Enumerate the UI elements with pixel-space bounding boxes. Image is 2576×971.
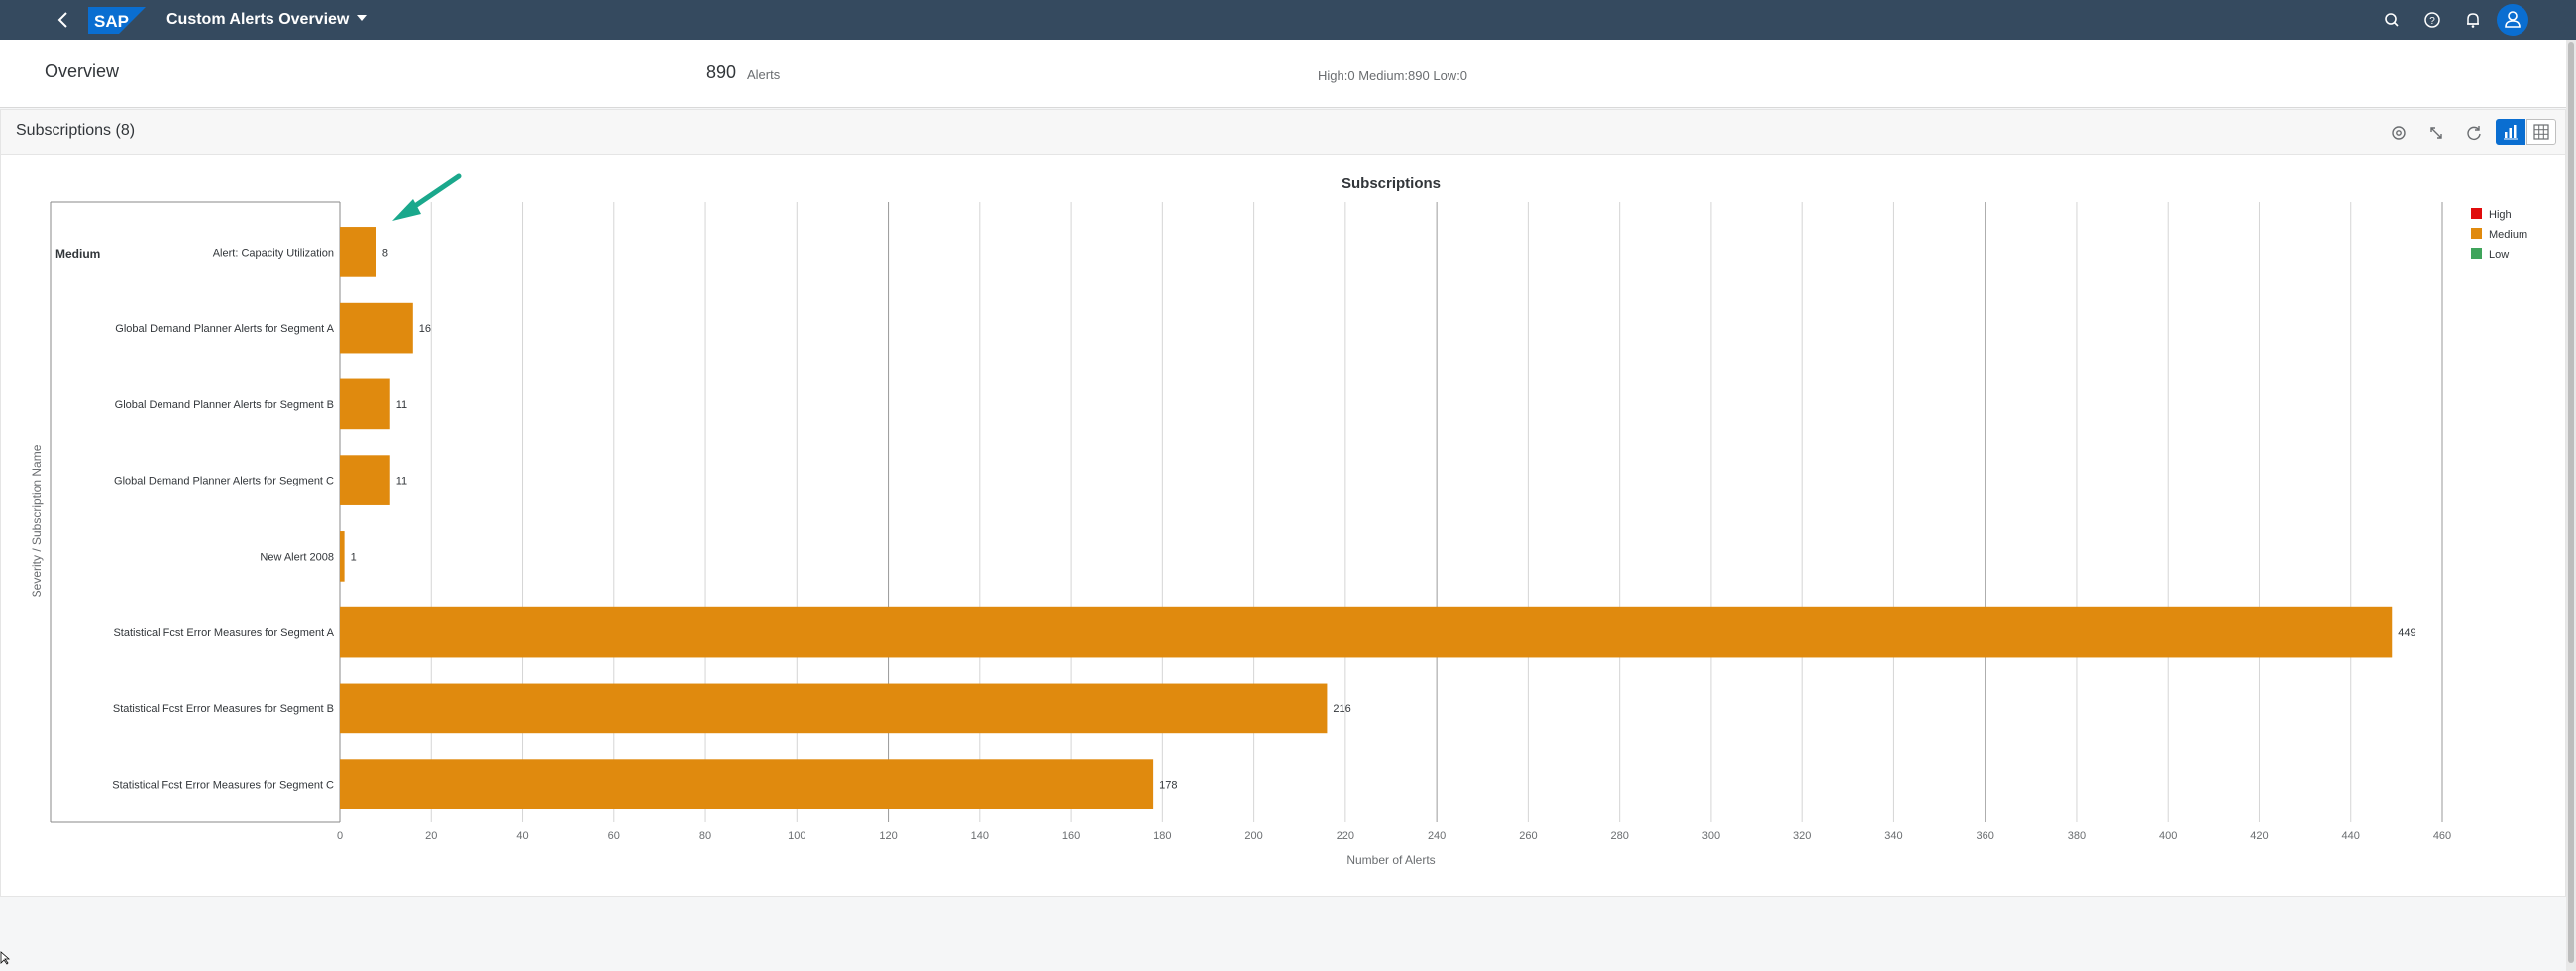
svg-text:SAP: SAP: [94, 12, 129, 31]
x-tick-label: 100: [788, 830, 805, 842]
x-tick-label: 280: [1610, 830, 1628, 842]
bar-value-label: 8: [382, 247, 388, 259]
x-tick-label: 120: [879, 830, 897, 842]
table-view-icon: [2533, 124, 2549, 140]
category-label: Statistical Fcst Error Measures for Segm…: [113, 703, 334, 715]
legend-swatch: [2471, 248, 2482, 259]
chart-title: Subscriptions: [1342, 175, 1441, 192]
page-scrollbar[interactable]: [2566, 40, 2576, 971]
x-tick-label: 440: [2342, 830, 2360, 842]
svg-text:?: ?: [2429, 16, 2435, 27]
bar[interactable]: [340, 606, 2393, 658]
notifications-icon[interactable]: [2461, 8, 2485, 32]
overview-header: Overview 890 Alerts High:0 Medium:890 Lo…: [0, 40, 2566, 108]
legend-label[interactable]: Medium: [2489, 229, 2527, 241]
fullscreen-icon[interactable]: [2423, 120, 2449, 146]
x-tick-label: 0: [337, 830, 343, 842]
card-header: Subscriptions (8): [1, 110, 2565, 155]
caret-down-icon: [357, 15, 368, 21]
alert-count-label: Alerts: [747, 67, 781, 82]
category-label: New Alert 2008: [260, 551, 334, 563]
search-icon[interactable]: [2380, 8, 2404, 32]
bar[interactable]: [340, 378, 390, 430]
bar[interactable]: [340, 227, 376, 277]
legend-label[interactable]: Low: [2489, 249, 2509, 261]
subscriptions-chart: 0 20 40 60 80 100 120 140 160 180 200 220 240 260 280 3…: [30, 173, 2527, 867]
x-tick-label: 240: [1428, 830, 1446, 842]
x-tick-label: 180: [1153, 830, 1171, 842]
y-axis-title: Severity / Subscription Name: [30, 444, 44, 597]
bar-value-label: 449: [2398, 627, 2415, 639]
x-tick-label: 220: [1337, 830, 1354, 842]
scrollbar-thumb[interactable]: [2568, 42, 2574, 963]
bar[interactable]: [340, 531, 345, 582]
bar-value-label: 11: [396, 476, 407, 487]
subscriptions-card: Subscriptions (8) 0 20 40 60 80 100 120 140 160 1…: [0, 109, 2566, 897]
x-tick-label: 380: [2068, 830, 2086, 842]
category-label: Global Demand Planner Alerts for Segment…: [115, 399, 334, 411]
x-tick-label: 20: [425, 830, 437, 842]
help-icon[interactable]: ?: [2420, 8, 2444, 32]
bar-value-label: 216: [1333, 703, 1350, 715]
user-icon: [2505, 11, 2521, 28]
bar-value-label: 16: [419, 323, 431, 335]
app-title-menu[interactable]: Custom Alerts Overview: [166, 9, 368, 31]
x-tick-label: 420: [2250, 830, 2268, 842]
category-label: Global Demand Planner Alerts for Segment…: [114, 476, 334, 487]
back-icon[interactable]: [52, 8, 75, 32]
overview-title: Overview: [45, 61, 120, 81]
category-label: Statistical Fcst Error Measures for Segm…: [112, 780, 334, 792]
chart-view-icon: [2504, 125, 2518, 140]
x-tick-label: 40: [516, 830, 528, 842]
bar[interactable]: [340, 302, 413, 354]
card-title: Subscriptions (8): [16, 122, 136, 139]
x-axis-title: Number of Alerts: [1346, 853, 1435, 867]
shell-bar: SAP Custom Alerts Overview ?: [0, 0, 2576, 40]
x-tick-label: 300: [1702, 830, 1720, 842]
bar-value-label: 1: [351, 551, 357, 563]
category-label: Global Demand Planner Alerts for Segment…: [115, 323, 334, 335]
bar[interactable]: [340, 455, 390, 505]
x-tick-label: 340: [1884, 830, 1902, 842]
x-tick-label: 60: [608, 830, 620, 842]
app-title: Custom Alerts Overview: [166, 11, 350, 28]
severity-group-label: Medium: [55, 247, 100, 261]
bar[interactable]: [340, 683, 1328, 734]
sap-logo: SAP: [88, 7, 146, 34]
x-tick-label: 320: [1793, 830, 1811, 842]
annotation-arrow: [406, 173, 462, 213]
x-tick-label: 460: [2433, 830, 2451, 842]
bar-value-label: 178: [1159, 780, 1177, 792]
x-tick-label: 160: [1062, 830, 1080, 842]
x-tick-label: 260: [1519, 830, 1537, 842]
user-avatar[interactable]: [2497, 4, 2528, 36]
bar[interactable]: [340, 759, 1154, 809]
category-label: Alert: Capacity Utilization: [213, 247, 334, 259]
x-tick-label: 140: [971, 830, 989, 842]
settings-icon[interactable]: [2386, 120, 2412, 146]
x-tick-label: 360: [1977, 830, 1994, 842]
legend-swatch: [2471, 228, 2482, 239]
bar-value-label: 11: [396, 399, 407, 411]
x-tick-label: 80: [699, 830, 711, 842]
legend-swatch: [2471, 208, 2482, 219]
severity-breakdown: High:0 Medium:890 Low:0: [1318, 68, 1468, 83]
x-tick-label: 200: [1244, 830, 1262, 842]
alert-count: 890: [706, 62, 737, 82]
x-tick-label: 400: [2159, 830, 2177, 842]
mouse-cursor-icon: [0, 951, 10, 965]
table-view-button[interactable]: [2526, 119, 2556, 145]
legend-label[interactable]: High: [2489, 209, 2512, 221]
annotation-arrowhead: [392, 199, 421, 221]
category-label: Statistical Fcst Error Measures for Segm…: [113, 627, 334, 639]
chart-view-button[interactable]: [2496, 119, 2525, 145]
refresh-icon[interactable]: [2461, 120, 2487, 146]
